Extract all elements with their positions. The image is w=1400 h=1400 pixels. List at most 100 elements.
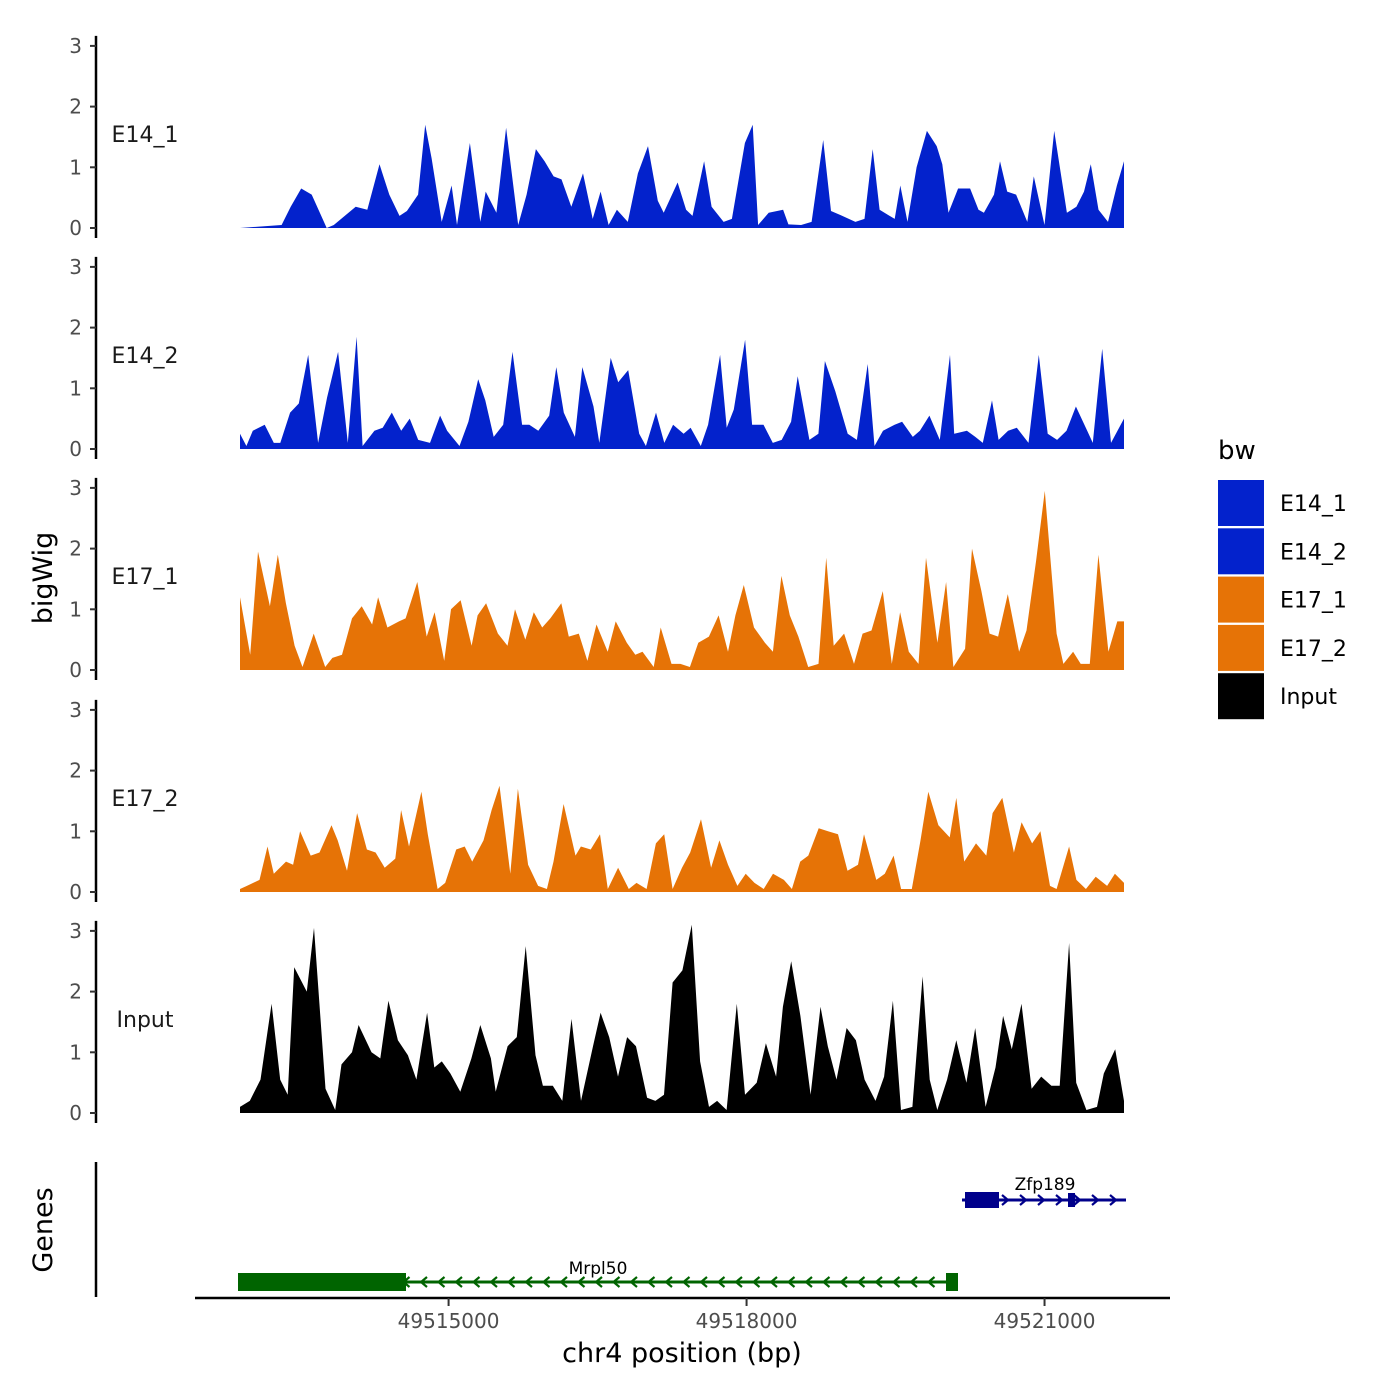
strand-chevron	[611, 1276, 621, 1288]
strand-chevron	[821, 1276, 831, 1288]
strand-chevron	[524, 1276, 533, 1288]
strand-chevron	[734, 1276, 743, 1288]
x-axis-ticks: 49515000 49518000 49521000	[398, 1298, 1096, 1333]
track-e14-2: 0 1 2 3 E14_2	[69, 255, 1124, 461]
strand-chevron	[646, 1276, 656, 1288]
y-tick-label: 2	[69, 759, 82, 783]
track-e17-1: 0 1 2 3 E17_1	[69, 476, 1124, 682]
y-tick-label: 0	[69, 880, 82, 904]
strand-chevron	[559, 1276, 568, 1288]
legend-label: E14_2	[1280, 540, 1347, 565]
legend-entry-e14-2: E14_2	[1218, 528, 1347, 575]
gene-label: Mrpl50	[569, 1259, 628, 1279]
strand-chevron	[769, 1276, 778, 1288]
strand-chevron	[1109, 1194, 1118, 1206]
legend-title: bw	[1218, 436, 1256, 466]
strand-chevron	[576, 1276, 586, 1288]
gene-models: Zfp189 Mrpl50	[238, 1175, 1126, 1291]
y-axis-title: bigWig	[28, 532, 59, 625]
y-tick-label: 0	[69, 658, 82, 682]
track-label: E17_2	[112, 787, 179, 812]
legend-swatch	[1218, 673, 1264, 720]
strand-chevron	[594, 1276, 603, 1288]
exon-block	[238, 1273, 406, 1291]
strand-chevron	[471, 1276, 481, 1288]
strand-chevron	[804, 1276, 813, 1288]
track-label: E17_1	[112, 565, 179, 590]
gene-mrpl50: Mrpl50	[238, 1259, 958, 1291]
y-tick-label: 2	[69, 95, 82, 119]
coverage-area-e17-1	[240, 490, 1124, 670]
strand-chevron	[1073, 1194, 1082, 1206]
strand-chevron	[856, 1276, 866, 1288]
track-e14-1: 0 1 2 3 E14_1	[69, 34, 1124, 240]
exon-block	[946, 1273, 958, 1291]
y-tick-label: 3	[69, 919, 82, 943]
track-panels: 0 1 2 3 E14_1 0 1 2 3 E14_2 0 1 2 3 E17_1 0 1 2 3 E17_2 0 1 2 3…	[69, 34, 1124, 1125]
y-tick-label: 1	[69, 1040, 82, 1064]
strand-chevron	[454, 1276, 463, 1288]
track-label: E14_2	[112, 344, 179, 369]
legend-label: Input	[1280, 685, 1337, 710]
strand-chevron	[629, 1276, 638, 1288]
y-tick-label: 2	[69, 537, 82, 561]
y-tick-label: 0	[69, 216, 82, 240]
strand-chevron	[891, 1276, 901, 1288]
coverage-area-e14-2	[240, 336, 1124, 449]
exon-block	[965, 1192, 999, 1208]
strand-chevron	[909, 1276, 918, 1288]
y-tick-label: 1	[69, 819, 82, 843]
legend-swatch	[1218, 576, 1264, 623]
strand-chevron	[926, 1276, 936, 1288]
strand-chevron	[699, 1276, 708, 1288]
genes-panel-title: Genes	[28, 1187, 59, 1272]
y-tick-label: 2	[69, 980, 82, 1004]
y-tick-label: 3	[69, 34, 82, 58]
legend-label: E17_1	[1280, 589, 1347, 614]
y-tick-label: 3	[69, 476, 82, 500]
strand-chevron	[1091, 1194, 1100, 1206]
track-input: 0 1 2 3 Input	[69, 919, 1124, 1125]
strand-chevron	[506, 1276, 516, 1288]
legend: bw E14_1 E14_2 E17_1 E17_2 Input	[1218, 436, 1347, 720]
coverage-area-e14-1	[240, 124, 1124, 228]
exon-block	[1068, 1193, 1075, 1207]
strand-chevron	[419, 1276, 428, 1288]
y-tick-label: 1	[69, 597, 82, 621]
strand-chevron	[716, 1276, 726, 1288]
strand-chevron	[874, 1276, 883, 1288]
x-tick-label: 49518000	[696, 1309, 798, 1333]
coverage-area-e17-2	[240, 785, 1124, 892]
coverage-area-input	[240, 924, 1124, 1113]
y-tick-label: 1	[69, 376, 82, 400]
legend-label: E17_2	[1280, 637, 1347, 662]
legend-label: E14_1	[1280, 492, 1347, 517]
gene-zfp189: Zfp189	[962, 1175, 1126, 1208]
strand-chevron	[751, 1276, 761, 1288]
y-tick-label: 0	[69, 437, 82, 461]
y-tick-label: 3	[69, 698, 82, 722]
legend-entry-e17-2: E17_2	[1218, 624, 1347, 671]
track-e17-2: 0 1 2 3 E17_2	[69, 698, 1124, 904]
strand-chevron	[436, 1276, 446, 1288]
strand-chevron	[664, 1276, 673, 1288]
legend-swatch	[1218, 624, 1264, 671]
gene-label: Zfp189	[1015, 1175, 1076, 1195]
x-tick-label: 49515000	[398, 1309, 500, 1333]
strand-chevron	[681, 1276, 691, 1288]
strand-chevron	[541, 1276, 551, 1288]
x-tick-label: 49521000	[994, 1309, 1096, 1333]
legend-entry-e17-1: E17_1	[1218, 576, 1347, 623]
strand-chevron	[839, 1276, 848, 1288]
legend-swatch	[1218, 480, 1264, 526]
track-label: Input	[117, 1008, 174, 1033]
strand-chevron	[1001, 1194, 1010, 1206]
strand-chevron	[1055, 1194, 1064, 1206]
x-axis-title: chr4 position (bp)	[562, 1338, 802, 1369]
x-axis: 49515000 49518000 49521000	[195, 1296, 1170, 1333]
strand-chevron	[489, 1276, 498, 1288]
strand-chevron	[786, 1276, 796, 1288]
legend-entries: E14_1 E14_2 E17_1 E17_2 Input	[1218, 480, 1347, 720]
genes-panel: Zfp189 Mrpl50	[94, 1162, 1126, 1297]
